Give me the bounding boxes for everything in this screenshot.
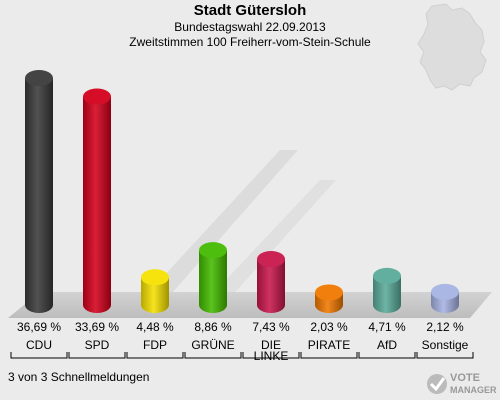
category-bracket <box>126 352 184 359</box>
bar-gr-ne <box>199 242 227 313</box>
category-label: PIRATE <box>308 338 350 352</box>
germany-map-icon <box>417 3 487 91</box>
logo-text-manager: MANAGER <box>450 385 497 395</box>
vote-manager-logo: VOTE MANAGER <box>427 372 497 395</box>
chart-title: Stadt Gütersloh <box>193 2 307 19</box>
chart-subtitle-district: Zweitstimmen 100 Freiherr-vom-Stein-Schu… <box>129 35 371 49</box>
value-label: 7,43 % <box>252 320 290 334</box>
category-label: AfD <box>377 338 397 352</box>
bar-die-linke <box>257 251 285 313</box>
category-label: SPD <box>85 338 110 352</box>
category-bracket <box>10 352 68 359</box>
chart-subtitle-date: Bundestagswahl 22.09.2013 <box>174 20 326 34</box>
bar-pirate <box>315 284 343 313</box>
category-bracket <box>184 352 242 359</box>
category-bracket <box>242 352 300 359</box>
value-label: 4,48 % <box>136 320 174 334</box>
bar-spd <box>83 88 111 313</box>
bar-afd <box>373 267 401 313</box>
value-label: 36,69 % <box>17 320 61 334</box>
footer-note: 3 von 3 Schnellmeldungen <box>8 370 150 384</box>
bar-cdu <box>25 70 53 313</box>
category-label: Sonstige <box>422 338 469 352</box>
chart-floor <box>8 292 492 318</box>
category-label: CDU <box>26 338 52 352</box>
bar-sonstige <box>431 283 459 313</box>
category-bracket <box>300 352 358 359</box>
category-label: LINKE <box>254 349 289 363</box>
category-label: DIE <box>261 338 281 352</box>
category-bracket <box>68 352 126 359</box>
category-bracket <box>416 352 474 359</box>
category-label: FDP <box>143 338 167 352</box>
bar-fdp <box>141 269 169 313</box>
category-bracket <box>358 352 416 359</box>
value-label: 8,86 % <box>194 320 232 334</box>
category-label: GRÜNE <box>191 338 234 352</box>
value-label: 2,12 % <box>426 320 464 334</box>
chart-header: Stadt Gütersloh Bundestagswahl 22.09.201… <box>0 2 500 50</box>
value-label: 2,03 % <box>310 320 348 334</box>
value-label: 4,71 % <box>368 320 406 334</box>
value-label: 33,69 % <box>75 320 119 334</box>
logo-text-vote: VOTE <box>450 372 480 384</box>
